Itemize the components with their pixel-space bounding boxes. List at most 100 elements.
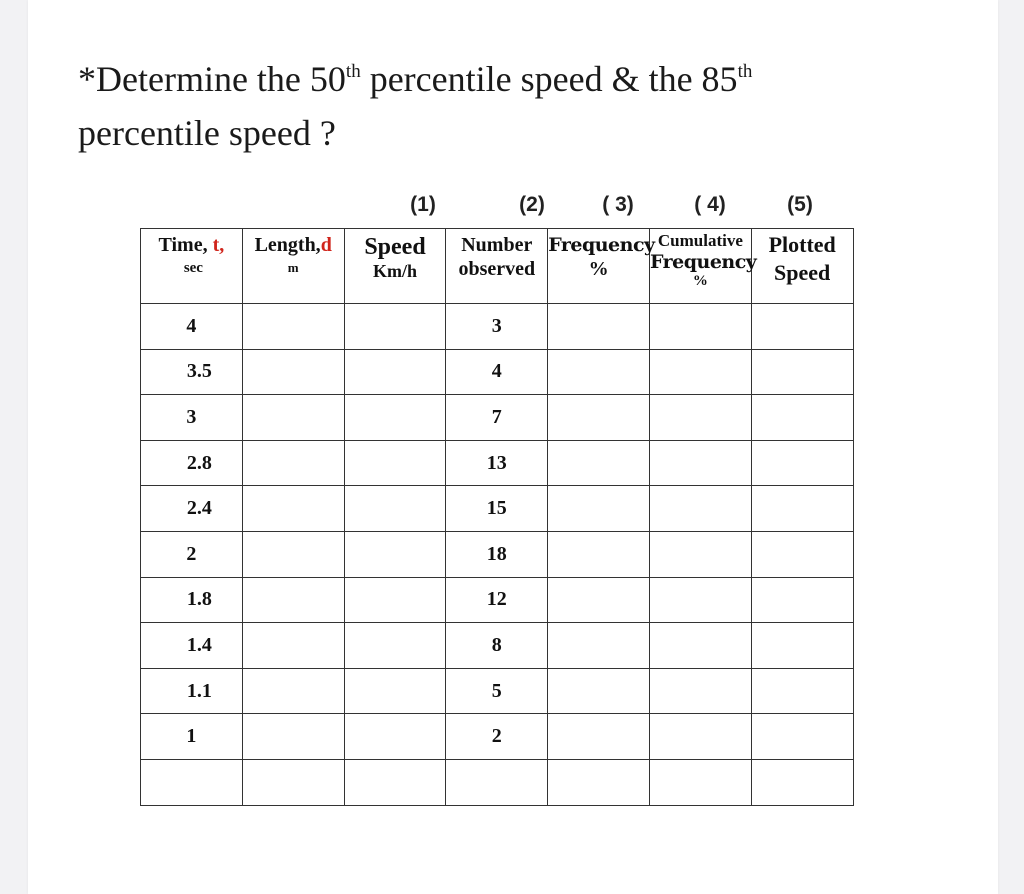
cell-speed <box>343 439 447 487</box>
title-line2: percentile speed ? <box>78 113 336 153</box>
cell-time: 1.8 <box>140 576 243 624</box>
cell-speed <box>343 485 447 532</box>
cell-speed <box>343 667 447 715</box>
header-plotted-sub: Speed <box>774 260 831 285</box>
cell-cumulative <box>648 576 752 624</box>
header-cumulative-sub: Frequency <box>649 251 757 273</box>
title-line1-prefix: *Determine the 50 <box>78 59 346 99</box>
header-length-unit: m <box>287 260 299 275</box>
table-row: 3.5 4 <box>140 348 854 396</box>
column-number-row: (1) (2) ( 3) ( 4) (5) <box>140 193 852 223</box>
cell-speed <box>343 758 447 806</box>
cell-length <box>241 622 345 669</box>
cell-plotted <box>750 530 854 578</box>
cell-frequency <box>547 303 650 350</box>
cell-speed <box>343 622 447 669</box>
header-plotted: Plotted Speed <box>750 228 854 304</box>
table-row: 2 18 <box>140 530 854 578</box>
cell-speed <box>343 530 447 578</box>
header-time-var: t, <box>212 234 225 256</box>
speed-table: Time, t, sec Length,d m Speed Km/h Numbe… <box>140 228 854 806</box>
cell-time: 1.1 <box>140 667 243 715</box>
cell-frequency <box>547 530 650 578</box>
header-number-sub: observed <box>458 258 536 280</box>
cell-plotted <box>750 394 854 441</box>
cell-length <box>241 303 345 350</box>
header-cumulative: Cumulative Frequency % <box>648 228 757 304</box>
header-cumulative-sub2: % <box>692 273 708 289</box>
question-title: *Determine the 50th percentile speed & t… <box>78 52 752 160</box>
column-number-4: ( 4) <box>694 193 726 216</box>
cell-cumulative <box>648 530 752 578</box>
cell-number: 2 <box>445 713 549 760</box>
cell-cumulative <box>648 667 752 715</box>
cell-time: 2 <box>140 530 243 578</box>
cell-number: 18 <box>445 530 549 578</box>
cell-number: 7 <box>445 394 549 441</box>
title-sup-1: th <box>345 61 361 82</box>
table-row: 2.4 15 <box>140 485 854 532</box>
cell-speed <box>343 713 447 760</box>
cell-plotted <box>750 758 854 806</box>
cell-cumulative <box>648 622 752 669</box>
cell-cumulative <box>648 485 752 532</box>
cell-time: 3.5 <box>140 348 243 396</box>
cell-frequency <box>547 667 650 715</box>
cell-speed <box>343 303 447 350</box>
cell-plotted <box>750 576 854 624</box>
table-row <box>140 758 854 806</box>
cell-plotted <box>750 439 854 487</box>
header-plotted-label: Plotted <box>768 232 836 257</box>
cell-length <box>241 394 345 441</box>
cell-number: 8 <box>445 622 549 669</box>
header-cumulative-label: Cumulative <box>657 231 743 250</box>
cell-number: 12 <box>445 576 549 624</box>
header-time-label: Time, <box>158 234 213 256</box>
cell-time: 2.8 <box>140 439 243 487</box>
header-number: Number observed <box>445 228 549 304</box>
cell-cumulative <box>648 348 752 396</box>
cell-time: 4 <box>140 303 243 350</box>
header-speed-label: Speed <box>364 234 426 260</box>
cell-length <box>241 758 345 806</box>
header-frequency-sub: % <box>588 258 609 280</box>
cell-speed <box>343 394 447 441</box>
cell-plotted <box>750 485 854 532</box>
cell-length <box>241 667 345 715</box>
header-time: Time, t, sec <box>140 228 243 304</box>
header-length-var: d <box>320 234 332 256</box>
cell-cumulative <box>648 439 752 487</box>
header-speed-unit: Km/h <box>372 261 417 281</box>
cell-frequency <box>547 439 650 487</box>
cell-frequency <box>547 348 650 396</box>
cell-time: 3 <box>140 394 243 441</box>
header-time-unit: sec <box>183 260 203 276</box>
cell-number: 13 <box>445 439 549 487</box>
cell-number: 15 <box>445 485 549 532</box>
cell-time: 1.4 <box>140 622 243 669</box>
cell-length <box>241 576 345 624</box>
cell-number: 4 <box>445 348 549 396</box>
cell-speed <box>343 576 447 624</box>
cell-number: 3 <box>445 303 549 350</box>
cell-plotted <box>750 348 854 396</box>
cell-time: 2.4 <box>140 485 243 532</box>
table-row: 1.8 12 <box>140 576 854 624</box>
cell-length <box>241 439 345 487</box>
cell-cumulative <box>648 713 752 760</box>
cell-time: 1 <box>140 713 243 760</box>
cell-cumulative <box>648 394 752 441</box>
cell-frequency <box>547 758 650 806</box>
cell-time <box>140 758 243 806</box>
cell-plotted <box>750 303 854 350</box>
table-header-row: Time, t, sec Length,d m Speed Km/h Numbe… <box>140 228 854 304</box>
header-frequency-label: Frequency <box>548 234 655 256</box>
table-body: 4 3 3.5 4 3 7 2.8 13 2.4 15 2 18 1.8 12 1.4 8 1.1 5 1 2 <box>140 303 854 806</box>
title-sup-2: th <box>737 61 753 82</box>
column-number-5: (5) <box>787 193 813 216</box>
cell-frequency <box>547 394 650 441</box>
table-row: 1.1 5 <box>140 667 854 715</box>
cell-speed <box>343 348 447 396</box>
